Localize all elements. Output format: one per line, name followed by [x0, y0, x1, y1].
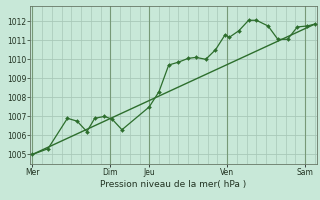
X-axis label: Pression niveau de la mer( hPa ): Pression niveau de la mer( hPa ) [100, 180, 247, 189]
